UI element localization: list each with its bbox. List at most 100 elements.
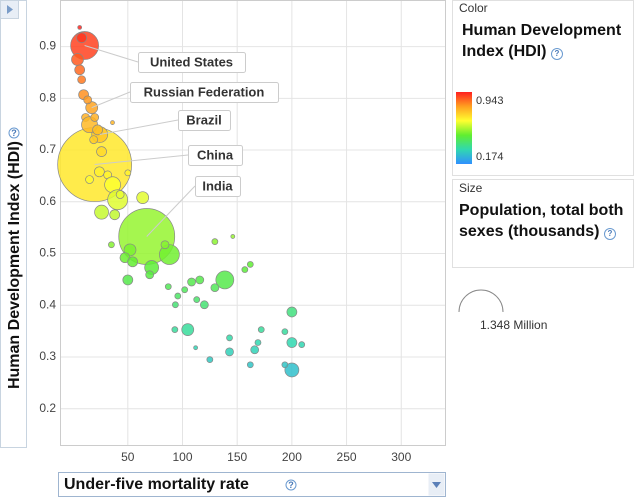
bubble[interactable] bbox=[254, 339, 262, 346]
help-icon[interactable] bbox=[285, 479, 297, 491]
bubble[interactable] bbox=[115, 190, 125, 199]
bubble[interactable] bbox=[181, 286, 189, 294]
bubble[interactable] bbox=[159, 244, 180, 265]
bubble[interactable] bbox=[200, 300, 209, 310]
size-label[interactable]: Population, total both sexes (thousands) bbox=[459, 202, 624, 240]
color-label[interactable]: Human Development Index (HDI) bbox=[462, 22, 622, 60]
bubble[interactable] bbox=[210, 283, 220, 293]
bubble[interactable] bbox=[226, 334, 233, 342]
bubble[interactable] bbox=[230, 234, 236, 239]
y-tick-label: 0.8 bbox=[39, 90, 56, 104]
color-panel bbox=[452, 0, 634, 176]
bubble[interactable] bbox=[215, 270, 235, 290]
x-tick-label: 150 bbox=[227, 450, 247, 464]
bubble[interactable] bbox=[174, 292, 182, 300]
leader-line bbox=[84, 45, 139, 63]
help-icon[interactable]: ? bbox=[550, 48, 563, 60]
bubble[interactable] bbox=[164, 283, 172, 291]
x-tick-label: 100 bbox=[172, 450, 192, 464]
bubble-label[interactable]: Russian Federation bbox=[144, 84, 265, 99]
label-box bbox=[178, 110, 231, 131]
bubble[interactable] bbox=[257, 326, 265, 333]
bubble[interactable] bbox=[241, 266, 249, 273]
bubble[interactable] bbox=[298, 341, 306, 348]
bubble[interactable] bbox=[246, 361, 254, 369]
leader-line bbox=[94, 154, 189, 166]
x-tick-label: 200 bbox=[282, 450, 302, 464]
y-tick-label: 0.6 bbox=[39, 194, 56, 208]
y-axis-panel bbox=[0, 0, 27, 448]
bubble[interactable] bbox=[172, 301, 179, 309]
bubble[interactable] bbox=[181, 323, 195, 336]
label-box bbox=[130, 82, 279, 103]
bubble[interactable] bbox=[94, 204, 109, 220]
leader-line bbox=[91, 91, 131, 109]
help-mark: ? bbox=[11, 128, 17, 138]
bubble-label[interactable]: Brazil bbox=[186, 112, 221, 127]
bubble[interactable] bbox=[76, 32, 88, 44]
bubble[interactable] bbox=[77, 75, 87, 85]
bubble[interactable] bbox=[122, 274, 134, 286]
size-example-circle bbox=[458, 289, 504, 313]
bubble[interactable] bbox=[225, 347, 234, 357]
bubble[interactable] bbox=[127, 256, 138, 268]
bubble-label[interactable]: India bbox=[202, 178, 233, 193]
y-tick-label: 0.3 bbox=[39, 349, 56, 363]
bubble[interactable] bbox=[136, 191, 150, 205]
bubble[interactable] bbox=[246, 261, 254, 268]
expand-arrow bbox=[7, 5, 13, 14]
bubble[interactable] bbox=[195, 275, 205, 285]
bubble[interactable] bbox=[83, 95, 93, 105]
bubble[interactable] bbox=[145, 270, 155, 280]
size-title: Size bbox=[459, 181, 483, 195]
size-example-label: 1.348 Million bbox=[480, 318, 547, 332]
bubble[interactable] bbox=[89, 135, 99, 145]
bubble[interactable] bbox=[90, 113, 100, 122]
bubble[interactable] bbox=[74, 64, 86, 76]
y-tick-label: 0.9 bbox=[39, 39, 56, 53]
color-label-box: Human Development Index (HDI) ? bbox=[462, 22, 622, 60]
bubble[interactable] bbox=[211, 238, 219, 245]
bubble-label[interactable]: United States bbox=[150, 54, 233, 69]
help-icon[interactable] bbox=[8, 127, 20, 139]
bubble[interactable] bbox=[281, 361, 289, 369]
help-icon[interactable]: ? bbox=[603, 228, 616, 240]
bubble[interactable] bbox=[96, 146, 107, 157]
leader-line bbox=[146, 185, 196, 237]
x-tick-label: 250 bbox=[337, 450, 357, 464]
bubble[interactable] bbox=[109, 209, 121, 221]
bubble[interactable] bbox=[71, 53, 84, 66]
bubble[interactable] bbox=[286, 337, 298, 348]
bubble[interactable] bbox=[286, 306, 298, 318]
plot-area bbox=[60, 0, 446, 446]
bubble[interactable] bbox=[250, 345, 260, 355]
bubble[interactable] bbox=[85, 175, 94, 184]
y-tick-label: 0.5 bbox=[39, 246, 56, 260]
bubble[interactable] bbox=[284, 362, 300, 378]
bubble[interactable] bbox=[193, 296, 201, 303]
help-mark: ? bbox=[288, 480, 294, 490]
bubble[interactable] bbox=[193, 345, 198, 351]
label-box bbox=[188, 145, 243, 166]
size-panel bbox=[452, 179, 634, 268]
bubble[interactable] bbox=[187, 277, 196, 287]
x-axis-selector[interactable] bbox=[58, 472, 446, 497]
bubble[interactable] bbox=[108, 241, 115, 249]
bubble[interactable] bbox=[206, 356, 214, 363]
bubble-label[interactable]: China bbox=[197, 147, 234, 162]
bubble[interactable] bbox=[124, 169, 132, 177]
x-axis-label[interactable]: Under-five mortality rate bbox=[64, 476, 249, 493]
bubble[interactable] bbox=[92, 124, 103, 136]
y-tick-label: 0.2 bbox=[39, 401, 56, 415]
color-min-label: 0.174 bbox=[476, 151, 504, 163]
bubble[interactable] bbox=[171, 326, 179, 333]
y-axis-label[interactable]: Human Development Index (HDI) bbox=[6, 141, 23, 389]
bubble[interactable] bbox=[77, 25, 83, 30]
bubble[interactable] bbox=[281, 328, 289, 336]
bubble[interactable] bbox=[160, 240, 170, 250]
bubble[interactable] bbox=[110, 120, 115, 125]
x-tick-label: 300 bbox=[391, 450, 411, 464]
bubble[interactable] bbox=[94, 166, 105, 178]
label-box bbox=[138, 52, 246, 73]
